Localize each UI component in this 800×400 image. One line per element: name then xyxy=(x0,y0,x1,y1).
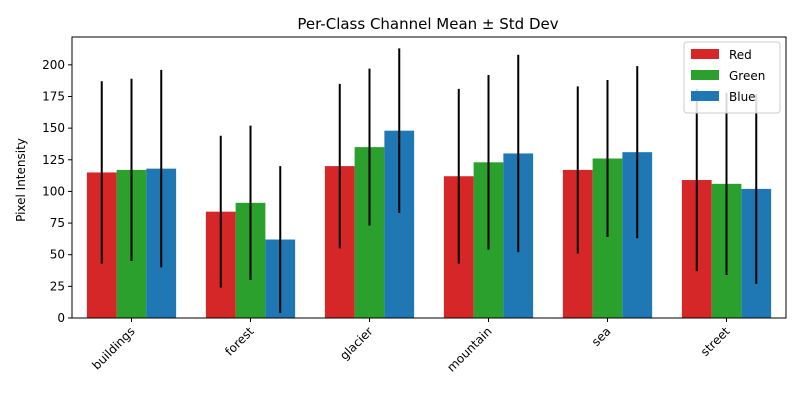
legend-swatch-green xyxy=(691,70,719,80)
y-tick-label: 25 xyxy=(50,279,65,293)
y-tick-label: 0 xyxy=(57,311,65,325)
legend-label-red: Red xyxy=(729,48,752,62)
x-tick-label: glacier xyxy=(337,324,376,363)
legend-label-green: Green xyxy=(729,69,765,83)
y-tick-label: 100 xyxy=(42,184,65,198)
y-tick-label: 150 xyxy=(42,121,65,135)
x-tick-label: mountain xyxy=(444,324,494,374)
legend-swatch-red xyxy=(691,49,719,59)
x-tick-label: buildings xyxy=(89,324,137,372)
y-tick-label: 175 xyxy=(42,89,65,103)
x-tick-label: forest xyxy=(222,324,257,359)
legend-label-blue: Blue xyxy=(729,90,756,104)
y-tick-label: 200 xyxy=(42,58,65,72)
chart-title: Per-Class Channel Mean ± Std Dev xyxy=(297,15,558,33)
y-axis-label: Pixel Intensity xyxy=(14,138,28,222)
legend: Red Green Blue xyxy=(683,41,781,114)
plot-frame xyxy=(71,36,787,319)
x-tick-label: sea xyxy=(589,324,614,349)
y-tick-label: 125 xyxy=(42,153,65,167)
bars-layer xyxy=(86,130,772,318)
error-bars-layer xyxy=(100,48,758,313)
x-tick-label: street xyxy=(698,324,733,359)
y-tick-label: 75 xyxy=(50,216,65,230)
legend-swatch-blue xyxy=(691,91,719,101)
y-tick-label: 50 xyxy=(50,248,65,262)
